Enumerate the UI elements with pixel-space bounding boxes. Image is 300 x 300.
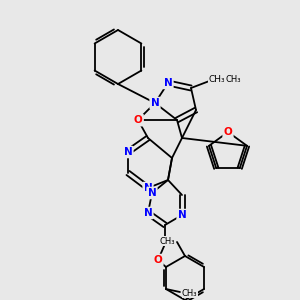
Text: N: N	[148, 188, 156, 198]
Text: N: N	[164, 78, 172, 88]
Text: O: O	[224, 127, 232, 137]
Text: N: N	[144, 208, 152, 218]
Text: N: N	[151, 98, 159, 108]
Text: N: N	[124, 147, 132, 157]
Text: O: O	[134, 115, 142, 125]
Text: CH₃: CH₃	[209, 76, 225, 85]
Text: N: N	[178, 210, 186, 220]
Text: O: O	[154, 255, 162, 265]
Text: O: O	[134, 115, 142, 125]
Text: CH₃: CH₃	[160, 236, 175, 245]
Text: CH₃: CH₃	[225, 76, 241, 85]
Text: CH₃: CH₃	[182, 289, 197, 298]
Text: N: N	[144, 183, 152, 193]
